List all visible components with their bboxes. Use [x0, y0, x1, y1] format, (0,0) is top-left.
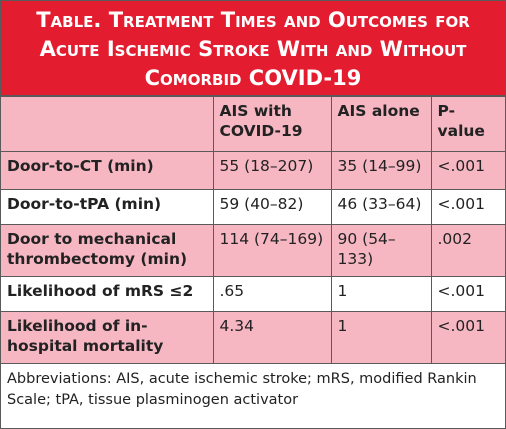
table-cell: 1 [330, 311, 432, 364]
table-row: Likelihood of in-hospital mortality 4.34 1… [1, 311, 505, 364]
footnote: Abbreviations: AIS, acute ischemic strok… [7, 371, 477, 408]
row-label: Likelihood of in-hospital mortality [1, 311, 214, 364]
table-cell: <.001 [430, 311, 505, 364]
table-cell: 1 [330, 276, 432, 312]
row-label: Likelihood of mRS ≤2 [1, 276, 214, 312]
header-cell: P-value [430, 96, 505, 152]
table-cell: <.001 [430, 276, 505, 312]
table-cell: 46 (33–64) [330, 189, 432, 225]
table-cell: 4.34 [212, 311, 332, 364]
table-cell: <.001 [430, 151, 505, 190]
table-cell: .002 [430, 224, 505, 277]
table-row: Door-to-CT (min) 55 (18–207) 35 (14–99) <.0… [1, 151, 505, 190]
table-cell: 35 (14–99) [330, 151, 432, 190]
table-row: Door-to-tPA (min) 59 (40–82) 46 (33–64) <.0… [1, 189, 505, 225]
table: AIS with COVID-19 AIS alone P-value Door… [1, 96, 505, 364]
header-cell: AIS alone [330, 96, 432, 152]
title: Table. Treatment Times and Outcomes for … [1, 1, 505, 96]
table-cell: 59 (40–82) [212, 189, 332, 225]
row-label: Door-to-tPA (min) [1, 189, 214, 225]
table-cell: 55 (18–207) [212, 151, 332, 190]
table-body: Door-to-CT (min) 55 (18–207) 35 (14–99) <.0… [1, 151, 505, 364]
header-cell: AIS with COVID-19 [212, 96, 332, 152]
header-row: AIS with COVID-19 AIS alone P-value [1, 96, 505, 152]
table-cell: <.001 [430, 189, 505, 225]
row-label: Door to mechanical thrombectomy (min) [1, 224, 214, 277]
header-cell [1, 96, 214, 152]
table-cell: 114 (74–169) [212, 224, 332, 277]
row-label: Door-to-CT (min) [1, 151, 214, 190]
table-cell: .65 [212, 276, 332, 312]
table-cell: 90 (54–133) [330, 224, 432, 277]
table-row: Door to mechanical thrombectomy (min) 114… [1, 224, 505, 277]
table-row: Likelihood of mRS ≤2.65 1 <.001 [1, 276, 505, 312]
